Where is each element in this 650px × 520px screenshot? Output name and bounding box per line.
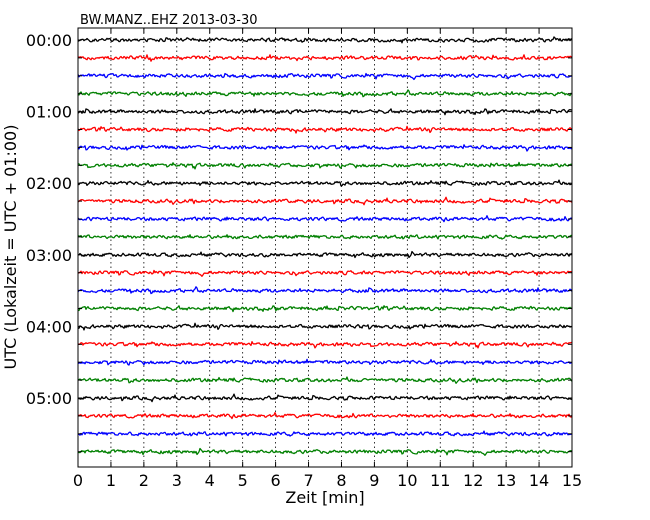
trace-line	[77, 161, 573, 170]
trace-line	[77, 108, 573, 116]
x-tick-label: 2	[139, 471, 149, 490]
y-tick-label: 02:00	[26, 174, 72, 193]
plot-area	[78, 28, 572, 467]
trace-line	[77, 54, 573, 62]
x-tick-label: 9	[369, 471, 379, 490]
trace-line	[77, 125, 573, 134]
trace-line	[77, 376, 573, 384]
trace-line	[77, 250, 573, 259]
x-tick-label: 13	[496, 471, 516, 490]
trace-line	[77, 322, 573, 331]
plot-frame	[77, 27, 573, 468]
y-tick-label: 05:00	[26, 389, 72, 408]
x-tick-label: 3	[172, 471, 182, 490]
trace-line	[77, 447, 573, 456]
x-tick-label: 7	[303, 471, 313, 490]
x-tick-label: 4	[205, 471, 215, 490]
x-tick-label: 6	[271, 471, 281, 490]
trace-line	[77, 411, 573, 420]
trace-line	[77, 72, 573, 81]
trace-line	[77, 144, 573, 152]
x-tick-label: 15	[562, 471, 582, 490]
trace-line	[77, 215, 573, 223]
trace-line	[77, 286, 573, 295]
x-axis-label: Zeit [min]	[285, 488, 364, 507]
trace-line	[77, 393, 573, 403]
y-tick-label: 01:00	[26, 103, 72, 122]
x-tick-label: 5	[238, 471, 248, 490]
trace-line	[77, 358, 573, 366]
trace-line	[77, 341, 573, 349]
x-tick-label: 11	[430, 471, 450, 490]
trace-line	[77, 234, 573, 240]
x-tick-label: 0	[73, 471, 83, 490]
trace-line	[77, 179, 573, 187]
trace-line	[77, 36, 573, 44]
y-tick-label: 04:00	[26, 317, 72, 336]
x-tick-label: 12	[463, 471, 483, 490]
chart-title: BW.MANZ..EHZ 2013-03-30	[80, 13, 258, 28]
x-tick-label: 1	[106, 471, 116, 490]
trace-line	[77, 430, 573, 437]
y-tick-label: 00:00	[26, 31, 72, 50]
trace-line	[77, 269, 573, 277]
trace-line	[77, 305, 573, 313]
grid-layer	[110, 28, 540, 467]
traces-layer	[77, 36, 573, 456]
x-tick-label: 8	[336, 471, 346, 490]
ticks-layer: 0 1 2 3 4 5 6 7 8 9 10 11 12 13 14 1500:0001:0002:0003:…	[26, 28, 582, 490]
y-tick-label: 03:00	[26, 246, 72, 265]
trace-line	[77, 89, 573, 98]
y-axis-label: UTC (Lokalzeit = UTC + 01:00)	[1, 125, 20, 370]
trace-line	[77, 196, 573, 206]
x-tick-label: 10	[397, 471, 417, 490]
x-tick-label: 14	[529, 471, 549, 490]
